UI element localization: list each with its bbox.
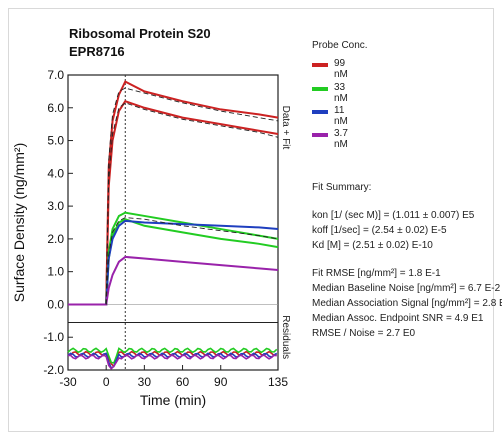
legend-label: 99 nM — [334, 58, 348, 80]
y-axis-label: Surface Density (ng/mm²) — [11, 143, 27, 302]
x-tick-label: 60 — [176, 375, 190, 389]
series-line-4 — [68, 219, 279, 306]
series-line-1 — [68, 100, 279, 306]
fit-rmse: Fit RMSE [ng/mm²] = 1.8 E-1 — [312, 268, 441, 279]
legend-swatch — [312, 87, 328, 91]
series-line-5 — [68, 255, 279, 306]
fit-line-1 — [105, 102, 279, 305]
fit-assoc-snr: Median Assoc. Endpoint SNR = 4.9 E1 — [312, 313, 484, 324]
x-tick-label: 0 — [103, 375, 110, 389]
y-tick-label: 1.0 — [47, 265, 64, 279]
fit-koff: koff [1/sec] = (2.54 ± 0.02) E-5 — [312, 225, 447, 236]
x-tick-label: -30 — [59, 375, 77, 389]
chart-subtitle: EPR8716 — [69, 44, 125, 59]
legend-label: 11 nM — [334, 105, 348, 127]
fit-summary-title: Fit Summary: — [312, 182, 372, 193]
chart-frame — [8, 8, 494, 432]
y-tick-label: -2.0 — [43, 363, 64, 377]
legend-swatch — [312, 63, 328, 67]
plot-area — [67, 74, 279, 371]
fit-baseline-noise: Median Baseline Noise [ng/mm²] = 6.7 E-2 — [312, 283, 501, 294]
y-tick-label: 0.0 — [47, 297, 64, 311]
legend-title: Probe Conc. — [312, 40, 368, 51]
data-fit-label: Data + Fit — [280, 106, 291, 150]
residual-line-1 — [67, 347, 278, 364]
x-tick-label: 135 — [268, 375, 288, 389]
fit-line-2 — [105, 217, 279, 305]
y-tick-label: 5.0 — [47, 134, 64, 148]
legend-label: 33 nM — [334, 82, 348, 104]
y-tick-label: 2.0 — [47, 232, 64, 246]
x-axis-label: Time (min) — [140, 392, 206, 408]
x-tick-label: 90 — [214, 375, 228, 389]
y-tick-label: 7.0 — [47, 68, 64, 82]
legend-swatch — [312, 133, 328, 137]
fit-kd: Kd [M] = (2.51 ± 0.02) E-10 — [312, 240, 433, 251]
fit-kon: kon [1/ (sec M)] = (1.011 ± 0.007) E5 — [312, 210, 475, 221]
legend-label: 3.7 nM — [334, 128, 348, 150]
chart-title: Ribosomal Protein S20 — [69, 26, 211, 41]
fit-assoc-signal: Median Association Signal [ng/mm²] = 2.8… — [312, 298, 502, 309]
y-tick-label: 4.0 — [47, 166, 64, 180]
y-tick-label: 6.0 — [47, 101, 64, 115]
x-tick-label: 30 — [138, 375, 152, 389]
fit-rmse-noise: RMSE / Noise = 2.7 E0 — [312, 328, 416, 339]
residuals-label: Residuals — [280, 315, 291, 359]
residual-line-3 — [67, 353, 277, 370]
y-tick-label: -1.0 — [43, 330, 64, 344]
fit-line-0 — [105, 87, 279, 305]
y-tick-label: 3.0 — [47, 199, 64, 213]
legend-swatch — [312, 110, 328, 114]
